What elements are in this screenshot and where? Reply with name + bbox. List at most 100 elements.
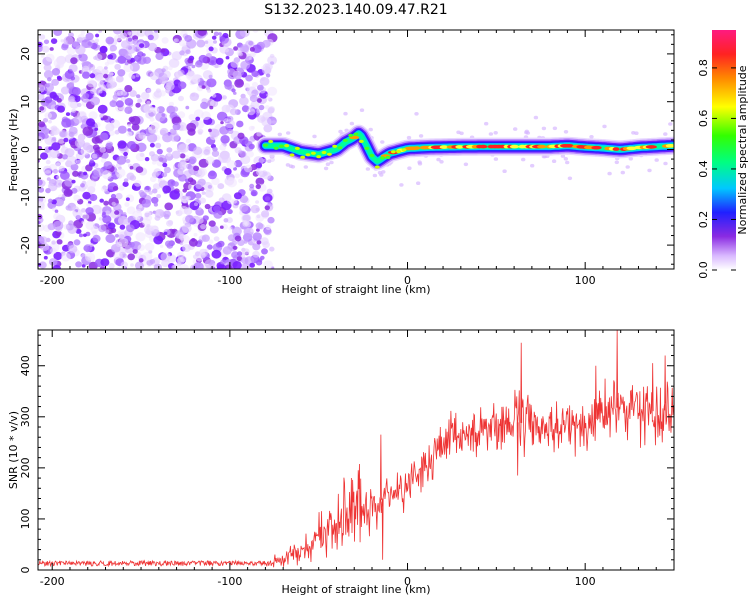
- noise-blob: [120, 40, 131, 49]
- noise-speckle: [271, 120, 277, 124]
- noise-blob: [204, 259, 215, 269]
- colorbar-gradient: [712, 30, 736, 270]
- noise-blob: [218, 32, 222, 36]
- noise-speckle: [407, 166, 412, 170]
- snr-panel: -200 -100 0 100 0 100 200 300 400 Height of stra…: [7, 329, 675, 596]
- noise-blob: [38, 196, 47, 204]
- noise-blob: [101, 185, 108, 192]
- noise-blob: [177, 162, 186, 169]
- noise-blob: [63, 36, 74, 46]
- noise-blob: [55, 198, 64, 207]
- noise-blob: [154, 209, 165, 219]
- noise-blob: [58, 130, 68, 138]
- noise-blob: [211, 177, 220, 186]
- noise-blob: [239, 150, 247, 158]
- noise-blob: [85, 179, 96, 189]
- noise-speckle: [589, 135, 594, 139]
- noise-speckle: [493, 157, 499, 161]
- noise-blob: [232, 245, 238, 250]
- noise-speckle: [349, 121, 355, 126]
- ridge-speckle: [284, 144, 290, 148]
- noise-speckle: [513, 127, 518, 131]
- noise-blob: [40, 242, 50, 252]
- noise-blob: [257, 84, 264, 91]
- noise-blob: [268, 106, 275, 113]
- noise-blob: [43, 64, 52, 72]
- noise-blob: [112, 186, 119, 191]
- noise-blob: [234, 159, 243, 168]
- noise-blob: [83, 245, 90, 251]
- noise-speckle: [379, 173, 384, 177]
- noise-blob: [137, 98, 143, 104]
- noise-blob: [45, 188, 51, 194]
- noise-blob: [73, 115, 83, 124]
- noise-blob: [250, 229, 254, 233]
- noise-speckle: [631, 131, 636, 135]
- noise-blob: [86, 118, 95, 127]
- noise-blob: [148, 126, 152, 131]
- figure-title: S132.2023.140.09.47.R21: [264, 2, 447, 18]
- noise-blob: [265, 73, 271, 78]
- noise-blob: [53, 251, 63, 261]
- noise-speckle: [488, 132, 494, 136]
- noise-blob: [71, 179, 76, 184]
- noise-blob: [121, 49, 129, 57]
- noise-blob: [234, 235, 242, 242]
- noise-blob: [103, 73, 109, 79]
- noise-blob: [99, 45, 108, 54]
- noise-blob: [66, 46, 76, 55]
- noise-blob: [201, 85, 206, 89]
- noise-blob: [244, 83, 250, 89]
- noise-blob: [122, 212, 127, 216]
- noise-blob: [220, 121, 224, 125]
- noise-blob: [109, 100, 117, 108]
- noise-blob: [123, 63, 134, 73]
- noise-blob: [147, 34, 154, 41]
- noise-blob: [53, 58, 64, 68]
- noise-blob: [57, 137, 66, 144]
- noise-blob: [167, 152, 172, 157]
- noise-blob: [255, 177, 265, 186]
- noise-blob: [98, 224, 107, 233]
- noise-blob: [227, 197, 235, 205]
- noise-blob: [51, 127, 60, 136]
- noise-blob: [153, 263, 162, 269]
- noise-blob: [87, 41, 92, 46]
- noise-blob: [264, 196, 271, 201]
- noise-blob: [226, 160, 237, 169]
- noise-speckle: [436, 157, 441, 162]
- noise-blob: [70, 76, 76, 81]
- noise-blob: [71, 108, 77, 113]
- noise-blob: [107, 222, 116, 230]
- noise-blob: [51, 240, 56, 245]
- noise-blob: [89, 242, 94, 247]
- noise-blob: [226, 217, 233, 224]
- noise-blob: [61, 252, 71, 262]
- noise-blob: [135, 232, 146, 242]
- y-tick-label: 20: [19, 47, 32, 61]
- noise-blob: [97, 104, 108, 114]
- noise-blob: [114, 210, 120, 215]
- noise-blob: [227, 128, 234, 134]
- y-tick-label: 400: [19, 355, 32, 376]
- y-tick-label: 0: [19, 567, 32, 574]
- noise-blob: [236, 256, 243, 262]
- noise-blob: [236, 51, 242, 56]
- noise-blob: [71, 87, 81, 96]
- noise-blob: [264, 205, 270, 211]
- snr-series-line: [38, 330, 674, 568]
- noise-blob: [145, 186, 150, 191]
- noise-blob: [78, 233, 84, 238]
- noise-blob: [116, 155, 127, 165]
- noise-blob: [116, 90, 124, 96]
- noise-blob: [211, 249, 222, 259]
- noise-blob: [249, 262, 255, 268]
- noise-speckle: [417, 160, 422, 164]
- snr-xlabel: Height of straight line (km): [281, 583, 430, 596]
- noise-blob: [163, 231, 168, 235]
- noise-blob: [150, 107, 156, 112]
- noise-blob: [265, 224, 272, 230]
- colorbar-tick-label: 0.0: [697, 261, 710, 279]
- noise-speckle: [406, 135, 412, 140]
